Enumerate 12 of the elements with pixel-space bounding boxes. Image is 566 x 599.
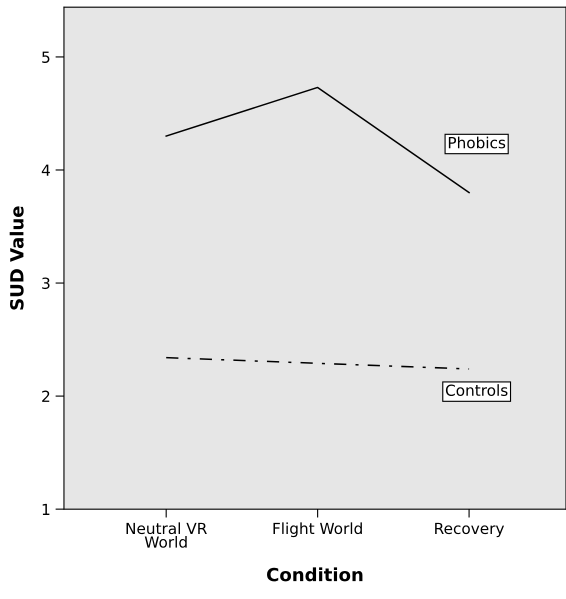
series-label: Controls (446, 384, 508, 396)
y-tick-label: 1 (42, 504, 50, 515)
series-label: Phobics (448, 136, 506, 148)
y-tick-label: 3 (42, 278, 50, 290)
y-tick-label: 5 (42, 52, 50, 63)
x-tick-label: Flight World (273, 522, 362, 538)
x-axis-title: Condition (267, 567, 362, 582)
y-tick-label: 4 (42, 164, 50, 176)
x-tick-label: Neutral VR World (126, 522, 207, 548)
x-tick-label: Recovery (435, 522, 504, 538)
y-tick-label: 2 (42, 390, 50, 402)
y-axis-title: SUD Value (10, 206, 24, 310)
